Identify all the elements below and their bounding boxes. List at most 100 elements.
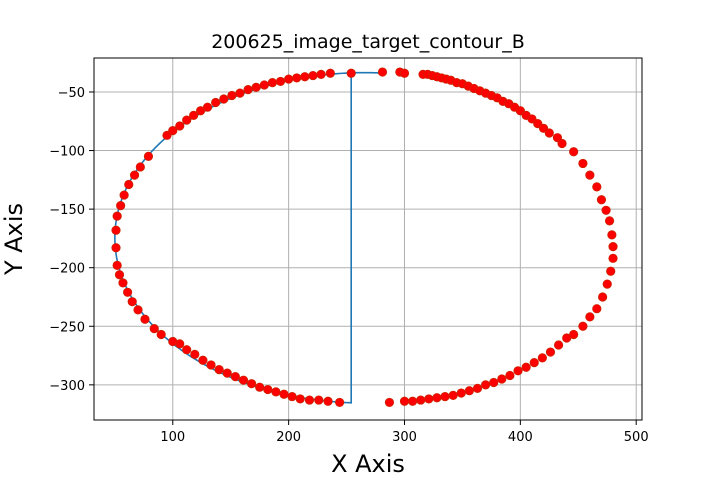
data-point (480, 380, 491, 390)
x-tick-label: 300 (392, 430, 417, 445)
contour-points (111, 67, 618, 408)
data-point (119, 190, 129, 200)
data-point (111, 225, 121, 235)
data-point (545, 347, 556, 357)
data-point (553, 340, 564, 350)
data-point (114, 270, 125, 280)
x-axis-label: X Axis (331, 450, 405, 478)
data-point (497, 374, 507, 384)
data-point (316, 69, 326, 80)
data-point (399, 396, 410, 406)
data-point (279, 389, 289, 399)
data-point (182, 115, 192, 125)
data-point (202, 102, 213, 112)
data-point (416, 395, 426, 405)
data-point (604, 216, 615, 226)
data-point (133, 305, 143, 315)
data-point (243, 85, 253, 95)
data-point (287, 391, 297, 402)
data-point (112, 211, 122, 221)
data-point (112, 260, 122, 270)
data-point (346, 68, 356, 78)
data-point (122, 287, 133, 297)
data-point (529, 357, 539, 368)
data-point (601, 205, 611, 215)
data-point (292, 73, 302, 83)
data-point (255, 382, 265, 392)
data-point (156, 329, 166, 340)
y-tick-label: −250 (49, 320, 85, 335)
data-point (456, 388, 466, 398)
data-point (585, 170, 595, 180)
data-point (448, 390, 458, 400)
data-point (592, 304, 602, 314)
data-point (168, 336, 178, 347)
data-point (235, 88, 245, 98)
data-point (578, 158, 588, 169)
data-point (118, 278, 128, 288)
y-tick-label: −50 (58, 86, 85, 101)
data-point (230, 372, 240, 382)
data-point (219, 94, 229, 104)
data-point (537, 353, 547, 363)
data-point (263, 384, 273, 395)
data-point (222, 368, 232, 378)
data-point (140, 314, 150, 324)
y-tick-label: −100 (49, 145, 85, 160)
data-point (464, 386, 474, 396)
data-point (608, 242, 618, 252)
plot-area (94, 58, 642, 420)
data-point (129, 170, 140, 180)
data-point (489, 377, 499, 388)
data-point (408, 396, 418, 406)
data-point (275, 76, 286, 87)
data-point (206, 360, 216, 370)
data-point (175, 121, 185, 131)
data-point (505, 370, 515, 381)
data-point (300, 72, 310, 82)
y-tick-label: −200 (49, 262, 85, 277)
data-point (124, 179, 134, 190)
data-point (111, 243, 121, 253)
data-point (578, 321, 588, 331)
data-point (325, 68, 335, 78)
axis-ticks: 100 200 300 400 500 −50 −100 −150 −200 −250 −300 (49, 86, 648, 445)
data-point (211, 97, 221, 108)
data-point (251, 82, 261, 92)
data-point (598, 292, 608, 302)
data-point (227, 90, 237, 101)
data-point (606, 266, 616, 276)
data-point (585, 312, 595, 322)
data-point (127, 297, 137, 307)
data-point (569, 147, 579, 157)
data-point (557, 138, 567, 149)
data-point (314, 395, 324, 405)
data-point (602, 279, 612, 289)
data-point (432, 393, 442, 403)
data-point (259, 80, 269, 90)
data-point (424, 394, 434, 404)
data-point (168, 126, 178, 136)
data-point (521, 362, 531, 372)
data-point (246, 379, 257, 389)
data-point (198, 355, 208, 365)
x-tick-label: 500 (624, 430, 649, 445)
data-point (608, 253, 618, 263)
data-point (562, 333, 572, 343)
data-point (284, 74, 294, 84)
plot-frame (93, 57, 643, 421)
y-axis-label: Y Axis (0, 203, 28, 276)
x-tick-label: 100 (160, 430, 185, 445)
data-point (271, 387, 281, 397)
data-point (472, 383, 483, 393)
data-point (267, 78, 278, 88)
data-point (513, 366, 523, 376)
data-point (377, 67, 388, 77)
data-point (189, 110, 199, 121)
data-point (607, 230, 617, 240)
data-point (384, 397, 395, 408)
data-point (323, 396, 333, 406)
data-point (544, 128, 554, 138)
data-point (116, 201, 126, 211)
